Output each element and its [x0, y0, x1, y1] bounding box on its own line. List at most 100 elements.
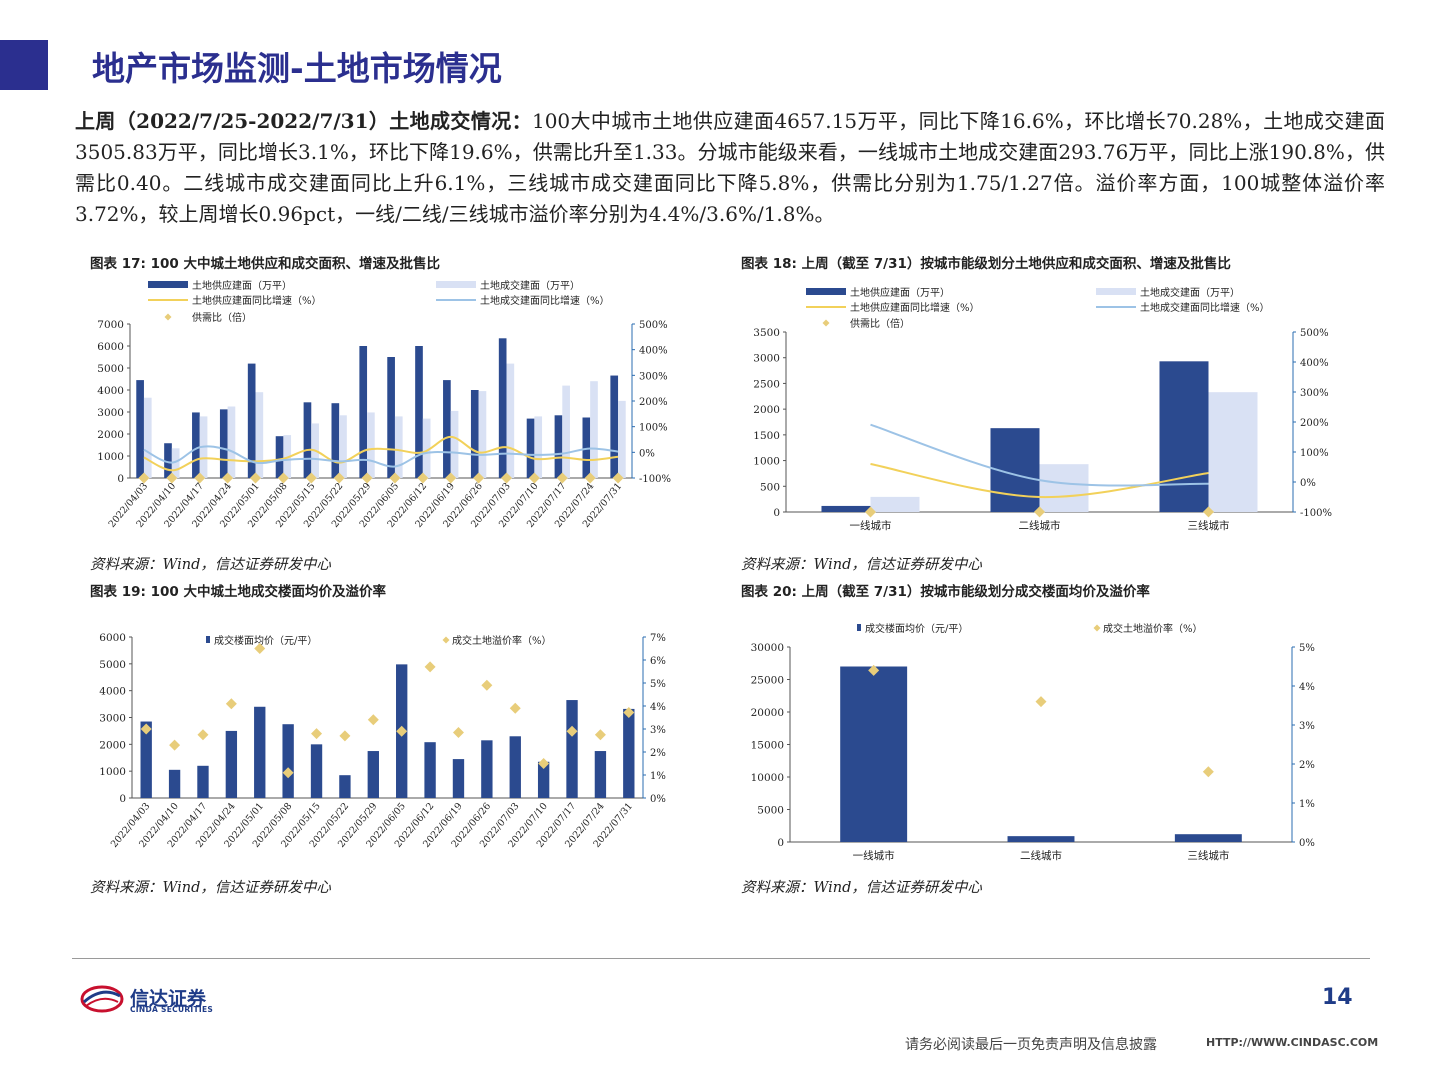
fig18-y2-tick-label: -100% [1300, 508, 1332, 519]
fig17-y-tick-label: 5000 [97, 363, 124, 375]
fig19-bar-primary [452, 759, 465, 798]
fig17-point [417, 472, 429, 484]
fig19-bar-primary [225, 730, 238, 798]
cinda-logo-icon [80, 985, 124, 1013]
fig19-bar-primary [254, 706, 266, 798]
fig18-bar-secondary [1208, 392, 1258, 512]
fig17-y2-tick-label: 0% [639, 448, 655, 459]
fig20-y-tick-label: 5000 [757, 805, 784, 817]
fig18-legend-label-1: 土地成交建面（万平） [1140, 286, 1240, 299]
fig19-bar-primary [424, 742, 436, 798]
logo-text-en: CINDA SECURITIES [130, 1005, 214, 1014]
fig17-point [250, 472, 261, 484]
fig17-point [501, 472, 512, 484]
fig19-y-tick-label: 6000 [99, 632, 126, 644]
fig17-bar-primary [275, 436, 284, 478]
fig19-bar-primary [481, 740, 493, 798]
fig17-bar-secondary [506, 363, 515, 478]
fig19-bar-primary [140, 721, 152, 798]
fig18-line-deal-growth [870, 423, 1209, 487]
fig19-y-tick-label: 3000 [99, 713, 126, 725]
fig20-bar-primary [1174, 834, 1242, 842]
fig19-point [197, 729, 209, 741]
fig17-bar-primary [582, 417, 591, 478]
fig19-bar-primary [282, 724, 294, 798]
fig19-point [452, 726, 464, 738]
fig19-bar-primary [537, 761, 550, 798]
fig17-bar-primary [387, 357, 395, 478]
page-title: 地产市场监测-土地市场情况 [92, 49, 502, 88]
fig17-title: 图表 17: 100 大中城土地供应和成交面积、增速及批售比 [90, 256, 440, 272]
fig17-y-tick-label: 6000 [97, 341, 124, 353]
fig18-legend-label-2: 土地供应建面同比增速（%） [850, 301, 980, 314]
fig17-legend-label-4: 供需比（倍） [192, 311, 252, 324]
fig18-y-tick-label: 3500 [753, 327, 780, 339]
fig19-y2-tick-label: 6% [650, 656, 666, 667]
fig18-y2-tick-label: 0% [1300, 478, 1316, 489]
fig17-y2-tick-label: 200% [639, 397, 668, 408]
fig20-bar-primary [1007, 836, 1075, 842]
fig17-point [333, 472, 345, 484]
fig18-y2-tick-label: 300% [1300, 388, 1329, 399]
fig20-y2-tick-label: 5% [1299, 643, 1315, 654]
fig17-point [222, 472, 234, 484]
fig17-point [305, 472, 317, 484]
website-link[interactable]: HTTP://WWW.CINDASC.COM [1206, 1036, 1379, 1049]
fig18-bar-secondary [870, 496, 920, 512]
fig19-bar-primary [197, 765, 209, 798]
fig17-bar-secondary [534, 416, 543, 478]
fig18-y-tick-label: 1000 [753, 456, 780, 468]
fig20-point [868, 664, 880, 676]
fig17-point [194, 472, 206, 484]
fig18-point [865, 506, 876, 518]
fig19-point [254, 643, 266, 654]
fig17-legend-swatch-1 [436, 281, 476, 288]
fig17-y2-tick-label: 300% [639, 371, 668, 382]
fig19-y2-tick-label: 3% [650, 725, 666, 736]
fig17-bar-secondary [227, 406, 236, 478]
fig17-y-tick-label: 1000 [97, 451, 124, 463]
fig17-bar-secondary [590, 381, 598, 478]
fig17-y2-tick-label: 100% [639, 423, 668, 434]
fig18-bar-primary [821, 505, 871, 512]
fig20-legend-label-0: 成交楼面均价（元/平） [865, 622, 968, 635]
fig20-legend-swatch-1 [1093, 624, 1101, 632]
fig17-bar-primary [498, 338, 507, 478]
fig19-bar-primary [566, 700, 578, 798]
fig17-bar-secondary [255, 392, 264, 478]
fig17-bar-secondary [562, 385, 570, 478]
fig18-line-supply-growth [870, 463, 1209, 499]
fig17-point [166, 472, 178, 484]
summary-paragraph: 上周（2022/7/25-2022/7/31）土地成交情况：100大中城市土地供… [75, 106, 1385, 230]
fig17-legend-label-2: 土地供应建面同比增速（%） [192, 294, 322, 307]
fig17-point [445, 472, 457, 484]
fig18-point [1034, 506, 1045, 518]
fig17-y-tick-label: 0 [117, 473, 124, 485]
fig19-point [538, 758, 550, 769]
fig19-point [311, 728, 323, 740]
summary-lead: 上周（2022/7/25-2022/7/31）土地成交情况： [75, 109, 532, 133]
fig17-bar-primary [192, 412, 200, 478]
fig18-x-tick-label: 一线城市 [850, 519, 892, 532]
fig18-legend-label-4: 供需比（倍） [850, 317, 910, 330]
fig18-y-tick-label: 3000 [753, 353, 780, 365]
fig18-y2-tick-label: 500% [1300, 328, 1329, 339]
fig18-legend-label-3: 土地成交建面同比增速（%） [1140, 301, 1270, 314]
fig19-y-tick-label: 1000 [99, 766, 126, 778]
fig17-point [389, 472, 401, 484]
fig17-point [277, 472, 289, 484]
fig17-bar-primary [136, 380, 144, 478]
fig17-bar-primary [470, 390, 479, 478]
fig19-legend-swatch-0 [206, 636, 210, 643]
fig18-y-tick-label: 2000 [753, 404, 780, 416]
fig17-bar-secondary [450, 410, 459, 478]
fig17-y2-tick-label: 500% [639, 320, 668, 331]
page-number: 14 [1322, 985, 1353, 1010]
fig18-legend-swatch-1 [1096, 288, 1136, 295]
fig20-point [1035, 696, 1047, 708]
fig18-bar-secondary [1039, 464, 1089, 512]
fig17-bar-primary [219, 409, 228, 478]
fig18-bar-primary [1159, 361, 1209, 512]
fig17-bar-primary [554, 415, 563, 478]
fig18-source: 资料来源：Wind，信达证券研发中心 [741, 557, 982, 573]
